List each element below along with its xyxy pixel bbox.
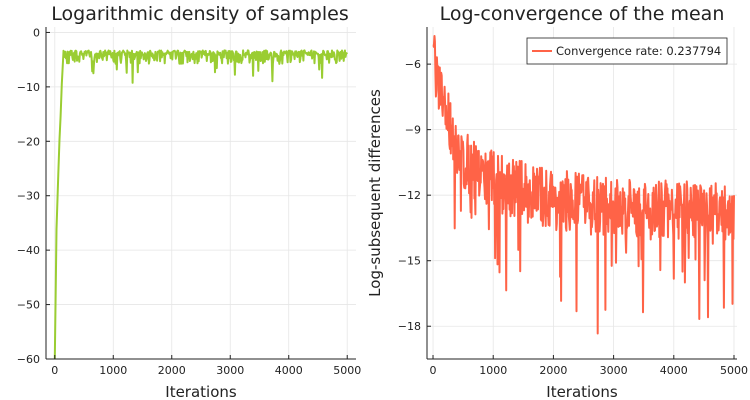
chart1-x-tick-label: 2000	[158, 364, 186, 377]
chart1-y-tick-label: −20	[17, 135, 40, 148]
chart-log-density: Logarithmic density of samples 0 1000 2000…	[17, 3, 361, 400]
chart1-y-tick-label: 0	[33, 26, 40, 39]
chart2-y-tick-label: −18	[398, 320, 421, 333]
chart-log-convergence: Log-convergence of the mean 0 1000 2000 300…	[366, 3, 748, 400]
chart1-x-tick-label: 5000	[333, 364, 361, 377]
chart2-x-tick-label: 5000	[720, 364, 748, 377]
chart2-x-tick-label: 1000	[479, 364, 507, 377]
chart1-y-tick-label: −10	[17, 81, 40, 94]
chart2-legend: Convergence rate: 0.237794	[526, 37, 728, 65]
chart2-y-tick-label: −12	[398, 189, 421, 202]
chart2-y-tick-label: −15	[398, 255, 421, 268]
chart1-y-tick-label: −30	[17, 190, 40, 203]
chart1-title: Logarithmic density of samples	[51, 3, 348, 25]
chart2-ticks: 0 1000 2000 3000 4000 5000 −6 −9 −12 −15 −18	[398, 58, 748, 377]
chart2-title: Log-convergence of the mean	[440, 3, 725, 25]
chart2-x-tick-label: 2000	[539, 364, 567, 377]
chart1-ticks: 0 1000 2000 3000 4000 5000 0 −10 −20 −30 −40 −50 −60	[17, 26, 361, 377]
chart1-x-axis-label: Iterations	[165, 383, 237, 400]
legend-entry: Convergence rate: 0.237794	[556, 44, 721, 58]
chart2-x-axis-label: Iterations	[546, 383, 618, 400]
chart1-y-tick-label: −60	[17, 353, 40, 366]
chart1-y-tick-label: −40	[17, 244, 40, 257]
chart1-y-tick-label: −50	[17, 299, 40, 312]
chart2-y-tick-label: −9	[405, 124, 421, 137]
chart1-grid	[46, 27, 356, 360]
chart2-series-line	[432, 35, 735, 335]
chart2-y-tick-label: −6	[405, 58, 421, 71]
chart1-x-tick-label: 3000	[216, 364, 244, 377]
chart1-x-tick-label: 1000	[99, 364, 127, 377]
chart1-x-tick-label: 4000	[275, 364, 303, 377]
chart1-series-line	[53, 49, 348, 360]
chart1-x-tick-label: 0	[51, 364, 58, 377]
legend-box	[526, 37, 728, 65]
chart2-y-axis-label: Log-subsequent differences	[366, 89, 384, 297]
chart2-x-tick-label: 0	[430, 364, 437, 377]
chart2-x-tick-label: 4000	[660, 364, 688, 377]
chart2-x-tick-label: 3000	[600, 364, 628, 377]
